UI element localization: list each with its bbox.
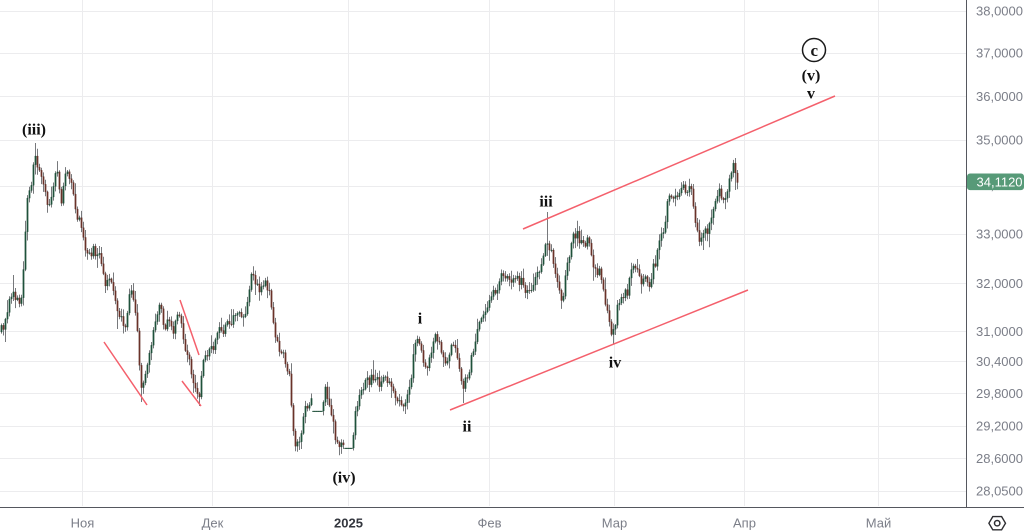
svg-text:c: c (811, 41, 819, 60)
svg-text:Фев: Фев (477, 516, 501, 531)
svg-text:Апр: Апр (733, 516, 756, 531)
svg-text:v: v (807, 86, 815, 103)
svg-text:32,0000: 32,0000 (976, 276, 1023, 291)
svg-text:(iii): (iii) (22, 122, 46, 139)
svg-text:33,0000: 33,0000 (976, 227, 1023, 242)
svg-text:(iv): (iv) (332, 470, 355, 487)
svg-text:37,0000: 37,0000 (976, 46, 1023, 61)
svg-text:31,0000: 31,0000 (976, 324, 1023, 339)
svg-text:Мар: Мар (602, 516, 627, 531)
svg-text:i: i (418, 311, 423, 328)
svg-text:Дек: Дек (202, 516, 224, 531)
svg-text:2025: 2025 (334, 516, 363, 531)
svg-text:(v): (v) (802, 68, 821, 85)
svg-text:iii: iii (539, 194, 553, 211)
svg-text:28,0500: 28,0500 (976, 484, 1023, 499)
svg-text:36,0000: 36,0000 (976, 89, 1023, 104)
svg-text:29,2000: 29,2000 (976, 419, 1023, 434)
svg-text:Ноя: Ноя (71, 516, 95, 531)
svg-text:35,0000: 35,0000 (976, 133, 1023, 148)
svg-text:Май: Май (866, 516, 891, 531)
svg-text:29,8000: 29,8000 (976, 386, 1023, 401)
svg-text:34,1120: 34,1120 (977, 175, 1023, 190)
svg-text:38,0000: 38,0000 (976, 4, 1023, 19)
svg-text:iv: iv (609, 355, 621, 372)
svg-text:28,6000: 28,6000 (976, 451, 1023, 466)
svg-text:30,4000: 30,4000 (976, 354, 1023, 369)
svg-text:ii: ii (463, 419, 472, 436)
